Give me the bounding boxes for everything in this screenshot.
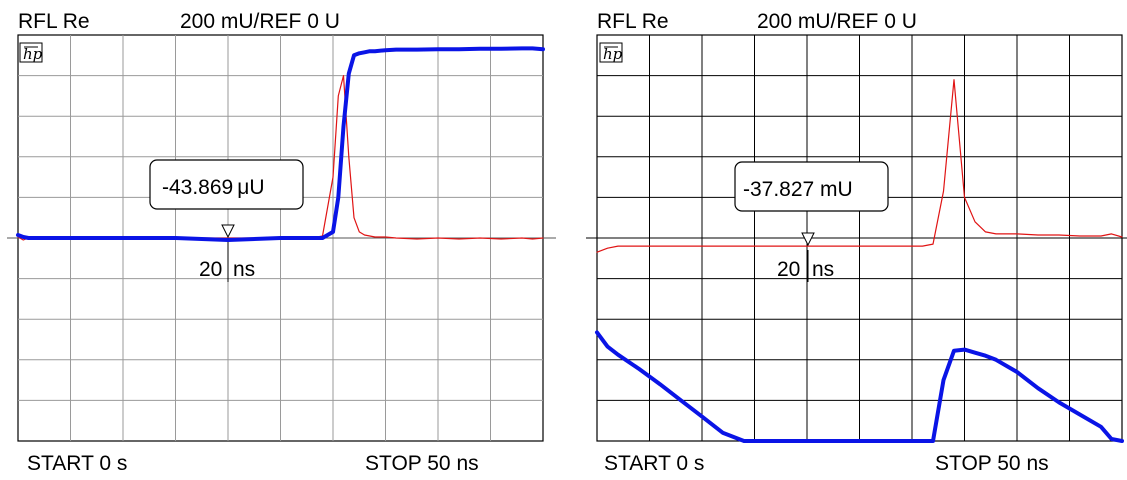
left-panel: RFL Re 200 mU/REF 0 U hp -43.869 μU 20 ns… [7, 10, 556, 475]
left-start-label: START 0 s [27, 452, 127, 475]
left-marker-triangle [221, 224, 235, 239]
left-marker-box [149, 159, 304, 210]
left-header-label: RFL Re [18, 10, 90, 33]
left-stop-label: STOP 50 ns [365, 452, 479, 475]
right-marker: -37.827 mU 20 ns [734, 161, 889, 282]
left-marker-x-unit: ns [233, 258, 255, 281]
right-series-line-red [596, 79, 1123, 253]
left-marker-unit: μU [237, 176, 264, 199]
left-header-scale: 200 mU/REF 0 U [180, 10, 340, 33]
right-marker-x-value: 20 [777, 258, 800, 281]
right-marker-box [734, 161, 889, 212]
right-stop-label: STOP 50 ns [935, 452, 1049, 475]
left-hp-logo-text: hp [23, 45, 43, 63]
right-panel: RFL Re 200 mU/REF 0 U hp -37.827 mU 20 n… [586, 10, 1127, 475]
left-marker-value: -43.869 [162, 176, 233, 199]
right-header-scale: 200 mU/REF 0 U [757, 10, 917, 33]
left-marker-x-value: 20 [199, 258, 222, 281]
right-marker-readout: -37.827 mU [743, 178, 853, 201]
right-hp-logo-text: hp [603, 45, 623, 63]
left-marker: -43.869 μU 20 ns [149, 159, 304, 282]
left-series-line-blue [16, 46, 545, 242]
left-hp-logo: hp [19, 42, 43, 63]
right-hp-logo: hp [599, 42, 623, 63]
right-start-label: START 0 s [604, 452, 704, 475]
right-header-label: RFL Re [597, 10, 669, 33]
left-series-group [16, 46, 545, 242]
right-marker-triangle [801, 232, 815, 247]
right-series-line-blue [595, 330, 1124, 443]
right-marker-x-unit: ns [812, 258, 834, 281]
left-marker-readout: -43.869 μU [162, 176, 265, 199]
right-series-group [595, 79, 1124, 443]
